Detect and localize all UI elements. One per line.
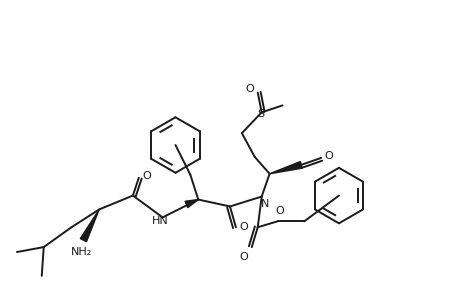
Text: HN: HN bbox=[152, 216, 169, 226]
Text: O: O bbox=[142, 171, 151, 181]
Text: NH₂: NH₂ bbox=[71, 247, 92, 257]
Text: N: N bbox=[260, 199, 268, 210]
Text: O: O bbox=[324, 151, 333, 161]
Polygon shape bbox=[269, 161, 302, 174]
Text: O: O bbox=[274, 206, 283, 216]
Text: O: O bbox=[245, 84, 253, 94]
Text: O: O bbox=[239, 222, 248, 232]
Text: S: S bbox=[257, 109, 264, 119]
Text: O: O bbox=[239, 252, 248, 262]
Polygon shape bbox=[185, 199, 198, 208]
Polygon shape bbox=[80, 209, 99, 242]
